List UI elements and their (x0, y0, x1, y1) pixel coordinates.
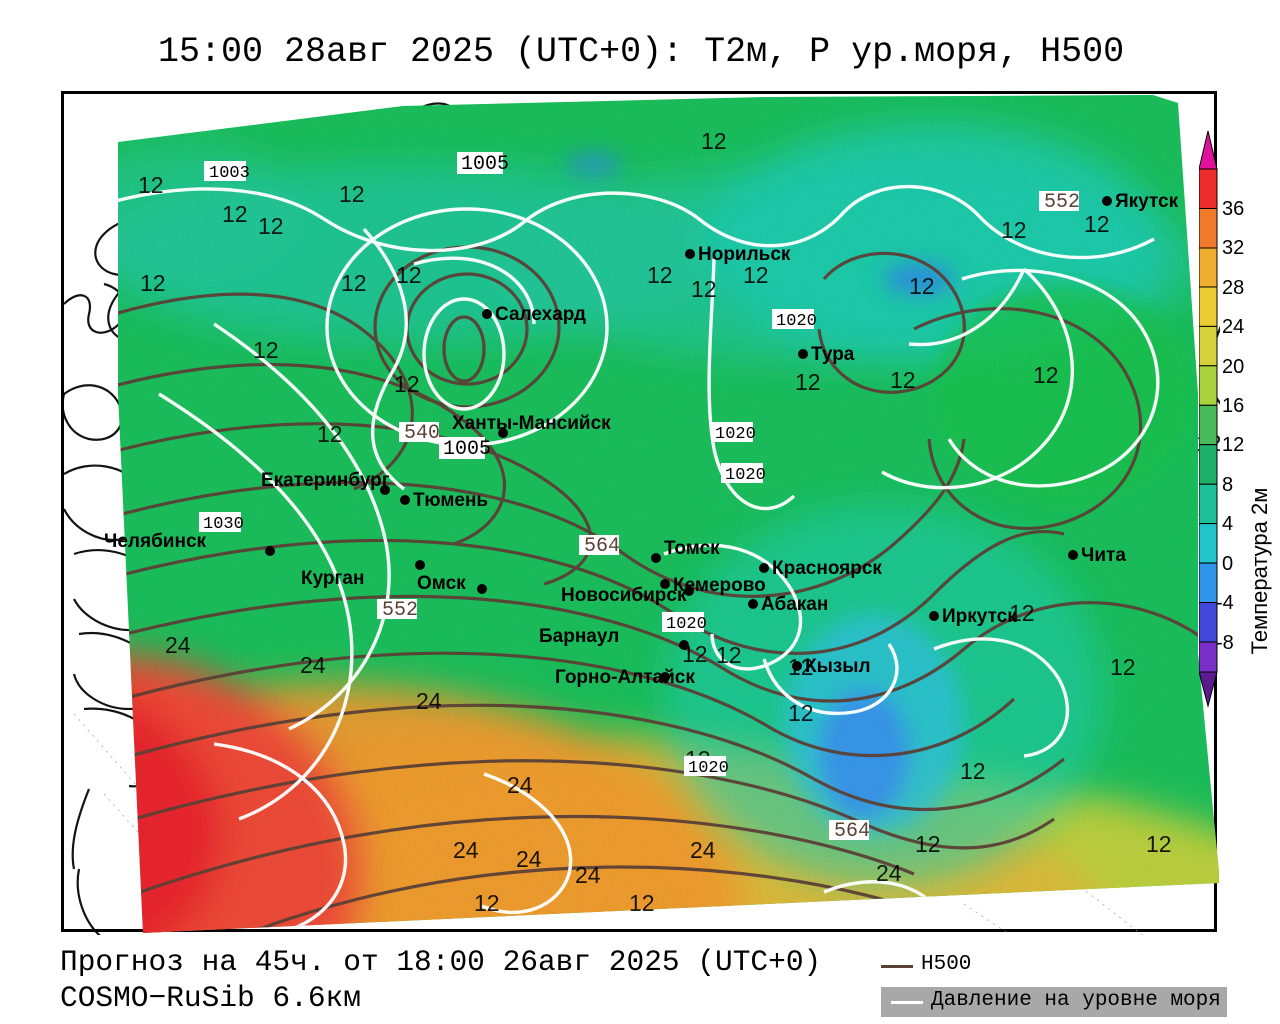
svg-text:1030: 1030 (203, 515, 244, 534)
svg-text:12: 12 (788, 654, 814, 680)
svg-text:1005: 1005 (443, 438, 491, 461)
svg-text:24: 24 (453, 837, 479, 863)
svg-text:12: 12 (138, 172, 164, 198)
svg-text:28: 28 (1222, 277, 1244, 299)
svg-text:24: 24 (1222, 316, 1244, 338)
svg-text:1003: 1003 (209, 164, 250, 183)
svg-text:12: 12 (1033, 362, 1059, 388)
svg-text:4: 4 (1222, 513, 1233, 535)
svg-text:Екатеринбург: Екатеринбург (261, 470, 390, 491)
svg-text:Иркутск: Иркутск (942, 606, 1017, 627)
svg-text:Челябинск: Челябинск (104, 531, 207, 552)
svg-text:12: 12 (258, 213, 284, 239)
svg-text:12: 12 (253, 337, 279, 363)
svg-text:12: 12 (701, 128, 727, 154)
svg-text:564: 564 (584, 535, 620, 558)
svg-text:12: 12 (1146, 831, 1172, 857)
svg-text:24: 24 (575, 862, 601, 888)
svg-text:12: 12 (394, 371, 420, 397)
svg-text:540: 540 (404, 422, 440, 445)
svg-text:Барнаул: Барнаул (539, 626, 619, 647)
svg-text:1020: 1020 (666, 615, 707, 634)
svg-text:1020: 1020 (725, 466, 766, 485)
svg-text:Томск: Томск (664, 538, 720, 559)
svg-text:12: 12 (341, 270, 367, 296)
svg-text:Тюмень: Тюмень (413, 490, 488, 511)
svg-text:12: 12 (915, 831, 941, 857)
svg-text:Салехард: Салехард (495, 304, 586, 325)
svg-text:16: 16 (1222, 395, 1244, 417)
svg-text:24: 24 (507, 772, 533, 798)
svg-text:12: 12 (909, 273, 935, 299)
svg-text:12: 12 (629, 890, 655, 916)
svg-text:-8: -8 (1216, 632, 1234, 654)
svg-text:24: 24 (165, 632, 191, 658)
svg-text:24: 24 (300, 652, 326, 678)
svg-text:12: 12 (960, 758, 986, 784)
svg-text:12: 12 (1084, 211, 1110, 237)
svg-text:Кемерово: Кемерово (673, 575, 766, 596)
svg-text:12: 12 (691, 276, 717, 302)
svg-text:Якутск: Якутск (1115, 191, 1179, 212)
svg-text:Омск: Омск (417, 573, 466, 594)
svg-text:12: 12 (647, 262, 673, 288)
svg-text:Красноярск: Красноярск (772, 558, 882, 579)
svg-text:12: 12 (339, 181, 365, 207)
svg-text:12: 12 (716, 642, 742, 668)
svg-text:20: 20 (1222, 356, 1244, 378)
svg-text:8: 8 (1222, 474, 1233, 496)
svg-text:1020: 1020 (688, 759, 729, 778)
svg-text:12: 12 (743, 262, 769, 288)
svg-text:32: 32 (1222, 237, 1244, 259)
svg-text:12: 12 (890, 367, 916, 393)
svg-text:12: 12 (1009, 600, 1035, 626)
svg-text:12: 12 (317, 421, 343, 447)
svg-text:Абакан: Абакан (761, 594, 828, 615)
svg-text:24: 24 (690, 837, 716, 863)
svg-text:1020: 1020 (715, 425, 756, 444)
svg-text:1005: 1005 (461, 153, 509, 176)
svg-text:564: 564 (834, 820, 870, 843)
svg-text:Чита: Чита (1081, 545, 1126, 566)
svg-text:-4: -4 (1216, 592, 1234, 614)
svg-text:Кызыл: Кызыл (805, 656, 871, 677)
svg-text:24: 24 (876, 860, 902, 886)
svg-text:12: 12 (795, 369, 821, 395)
svg-text:552: 552 (1044, 191, 1080, 214)
svg-text:Горно-Алтайск: Горно-Алтайск (555, 667, 695, 688)
svg-text:0: 0 (1222, 553, 1233, 575)
svg-text:12: 12 (222, 201, 248, 227)
svg-text:12: 12 (140, 270, 166, 296)
svg-text:Тура: Тура (811, 344, 855, 365)
svg-text:Курган: Курган (301, 568, 364, 589)
svg-text:12: 12 (1222, 434, 1244, 456)
svg-text:Новосибирск: Новосибирск (561, 585, 687, 606)
svg-text:12: 12 (474, 890, 500, 916)
svg-text:24: 24 (516, 846, 542, 872)
svg-text:12: 12 (396, 262, 422, 288)
svg-text:552: 552 (382, 599, 418, 622)
svg-text:24: 24 (416, 688, 442, 714)
svg-text:Температура 2м: Температура 2м (1247, 488, 1272, 655)
svg-text:Ханты-Мансийск: Ханты-Мансийск (452, 413, 611, 434)
svg-text:12: 12 (682, 641, 708, 667)
svg-text:12: 12 (788, 700, 814, 726)
svg-text:36: 36 (1222, 198, 1244, 220)
svg-text:12: 12 (1001, 217, 1027, 243)
svg-text:12: 12 (1110, 654, 1136, 680)
svg-text:1020: 1020 (776, 312, 817, 331)
